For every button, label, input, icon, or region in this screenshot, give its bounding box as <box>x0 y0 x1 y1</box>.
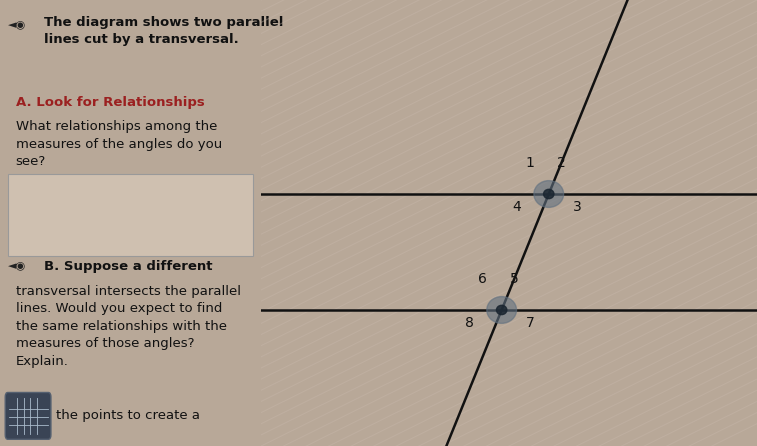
Text: the points to create a: the points to create a <box>56 409 200 422</box>
Text: transversal intersects the parallel
lines. Would you expect to find
the same rel: transversal intersects the parallel line… <box>16 285 241 368</box>
Text: 6: 6 <box>478 273 488 286</box>
Text: 3: 3 <box>572 200 581 215</box>
Circle shape <box>534 181 564 207</box>
Circle shape <box>487 297 516 323</box>
Circle shape <box>497 305 507 315</box>
Text: 5: 5 <box>510 273 519 286</box>
Text: 8: 8 <box>466 316 475 330</box>
Text: ◄◉: ◄◉ <box>8 20 26 30</box>
Text: ◄◉: ◄◉ <box>8 261 26 271</box>
FancyBboxPatch shape <box>5 392 51 439</box>
Text: The diagram shows two parallel
lines cut by a transversal.: The diagram shows two parallel lines cut… <box>45 16 284 46</box>
Text: A. Look for Relationships: A. Look for Relationships <box>16 96 204 109</box>
Text: 1: 1 <box>525 157 534 170</box>
Text: 4: 4 <box>512 200 522 215</box>
Circle shape <box>544 189 554 199</box>
Text: B. Suppose a different: B. Suppose a different <box>45 260 213 273</box>
Text: What relationships among the
measures of the angles do you
see?: What relationships among the measures of… <box>16 120 222 169</box>
FancyBboxPatch shape <box>8 174 254 256</box>
Text: 2: 2 <box>557 157 565 170</box>
Text: 7: 7 <box>525 316 534 330</box>
